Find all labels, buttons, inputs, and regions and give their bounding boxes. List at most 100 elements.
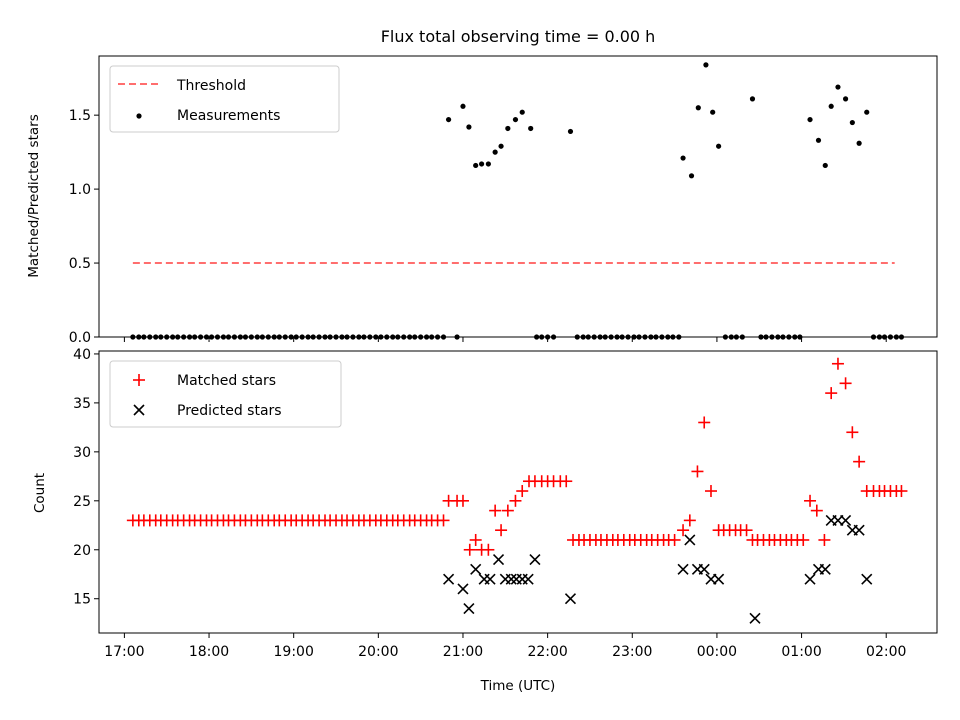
predicted-star-point <box>840 514 852 526</box>
measurement-point <box>505 125 511 132</box>
matched-star-point <box>495 524 508 537</box>
measurement-point <box>512 116 519 123</box>
predicted-star-point <box>505 573 517 585</box>
measurement-point <box>498 143 504 149</box>
legend-matched-swatch <box>133 374 145 386</box>
y-tick-label: 15 <box>73 592 91 608</box>
y-tick-label: 1.0 <box>69 182 91 198</box>
measurement-point <box>460 103 466 109</box>
measurement-point <box>479 161 485 167</box>
matched-star-point <box>846 426 859 439</box>
bottom-plot-area: 15 20 25 30 35 40 17:00 18:00 19:00 20:00 21:00 22… <box>73 347 938 660</box>
matched-star-point <box>853 455 866 468</box>
bottom-legend: Matched stars Predicted stars <box>109 360 342 428</box>
y-tick-label: 1.5 <box>69 108 91 124</box>
bottom-y-axis-label: Count <box>32 473 48 513</box>
predicted-star-point <box>684 534 696 546</box>
matched-star-point <box>501 504 514 517</box>
measurement-point <box>492 149 498 155</box>
x-tick-label: 00:00 <box>697 644 737 660</box>
matched-star-point <box>825 387 838 400</box>
legend-predicted-label: Predicted stars <box>177 403 282 419</box>
y-tick-label: 35 <box>73 396 91 412</box>
measurement-point <box>473 162 479 169</box>
predicted-star-point <box>804 573 816 585</box>
chart-title: Flux total observing time = 0.00 h <box>381 27 656 46</box>
legend-predicted-swatch <box>133 404 145 416</box>
matched-star-point <box>677 524 690 537</box>
measurement-point <box>822 162 828 169</box>
x-tick-label: 17:00 <box>104 644 144 660</box>
predicted-star-point <box>861 573 873 585</box>
matched-star-point <box>895 485 908 498</box>
bottom-x-axis: 17:00 18:00 19:00 20:00 21:00 22:00 23:00 00:00… <box>104 633 906 660</box>
measurement-point <box>842 96 849 102</box>
measurement-point <box>528 125 534 132</box>
matched-star-point <box>437 514 450 527</box>
matched-star-point <box>463 543 476 556</box>
x-tick-label: 22:00 <box>527 644 567 660</box>
legend-measurements-label: Measurements <box>177 108 280 124</box>
matched-star-point <box>456 494 469 507</box>
x-tick-label: 20:00 <box>358 644 398 660</box>
measurement-point <box>749 96 756 102</box>
measurement-point <box>828 103 834 109</box>
predicted-star-point <box>457 583 469 595</box>
predicted-star-point <box>463 602 475 615</box>
x-tick-label: 23:00 <box>612 644 652 660</box>
matched-star-point <box>489 504 502 517</box>
measurement-point <box>466 124 472 130</box>
y-tick-label: 0.5 <box>69 256 91 272</box>
top-data-marks <box>130 62 905 340</box>
matched-star-point <box>469 533 482 546</box>
matched-star-point <box>683 514 696 527</box>
matched-star-point <box>560 475 573 488</box>
measurement-point <box>710 109 716 115</box>
top-y-axis: 0.0 0.5 1.0 1.5 <box>69 108 99 346</box>
measurement-point <box>849 119 855 126</box>
x-tick-label: 01:00 <box>781 644 821 660</box>
predicted-star-point <box>492 553 505 566</box>
measurement-point <box>835 84 841 90</box>
predicted-star-point <box>564 593 577 605</box>
measurement-point <box>519 109 525 115</box>
matched-star-point <box>839 377 852 390</box>
predicted-star-point <box>443 573 455 585</box>
predicted-star-point <box>529 553 541 566</box>
measurement-point <box>815 137 822 143</box>
measurement-point <box>688 173 695 179</box>
measurement-point <box>445 116 452 123</box>
predicted-star-point <box>749 612 761 624</box>
predicted-star-point <box>819 563 831 575</box>
matched-star-point <box>831 357 844 370</box>
measurement-point <box>864 109 870 115</box>
measurement-point <box>695 105 701 111</box>
predicted-star-point <box>484 573 496 585</box>
x-tick-label: 18:00 <box>189 644 229 660</box>
matched-star-point <box>698 416 711 429</box>
bottom-data-marks <box>126 357 908 624</box>
top-y-axis-label: Matched/Predicted stars <box>26 114 42 277</box>
bottom-x-axis-label: Time (UTC) <box>480 678 556 694</box>
measurement-point <box>680 155 686 161</box>
top-x-axis <box>123 337 887 342</box>
matched-star-point <box>516 485 529 498</box>
y-tick-label: 30 <box>73 445 91 461</box>
bottom-y-axis: 15 20 25 30 35 40 <box>73 347 99 608</box>
matched-star-point <box>818 533 831 546</box>
measurement-point <box>703 62 709 68</box>
legend-threshold-label: Threshold <box>176 78 246 94</box>
matched-star-point <box>704 485 717 498</box>
top-plot-area: 0.0 0.5 1.0 1.5 <box>69 55 938 346</box>
x-tick-label: 19:00 <box>274 644 314 660</box>
measurement-point <box>485 161 491 167</box>
matched-star-point <box>482 543 495 556</box>
matched-star-point <box>797 533 810 546</box>
matched-star-point <box>691 465 704 478</box>
predicted-star-point <box>677 563 689 575</box>
x-tick-label: 21:00 <box>443 644 483 660</box>
legend-measurements-swatch <box>136 113 142 119</box>
y-tick-label: 40 <box>73 347 91 363</box>
y-tick-label: 0.0 <box>69 330 91 346</box>
